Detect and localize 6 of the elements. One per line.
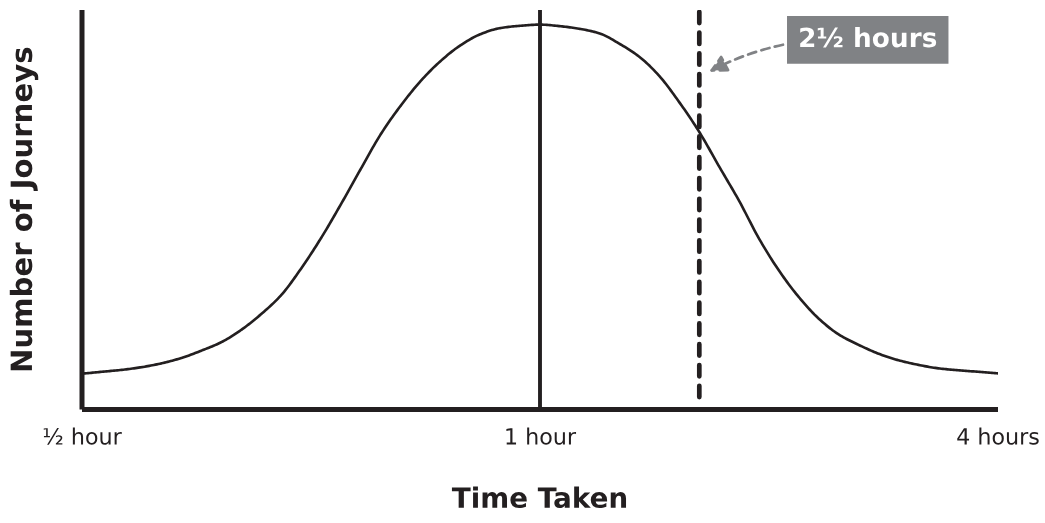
x-tick-label: 1 hour: [506, 427, 577, 445]
annotation: 2½ hours: [800, 27, 937, 48]
y-axis-title: Number of Journeys: [9, 47, 39, 371]
x-tick-label: ½ hour: [43, 427, 122, 445]
x-axis-title: Time Taken: [451, 486, 627, 509]
x-tick-label: 4 hours: [957, 427, 1039, 445]
